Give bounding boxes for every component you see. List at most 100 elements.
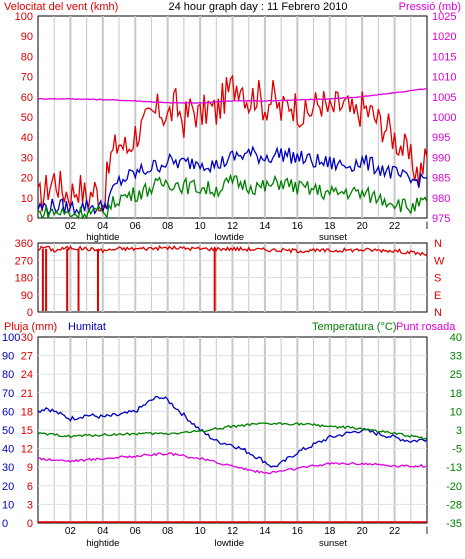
x-tick-label: 02 — [65, 526, 77, 537]
y-right-tick-label: 1025 — [432, 11, 456, 23]
y-right-tick-label: 1010 — [432, 72, 456, 84]
wind-pressure-panel: 0102030405060708090100975980985990995100… — [15, 11, 457, 243]
y-right-tick-label: -20 — [446, 481, 462, 493]
temperature-axis-title: Temperatura (°C) — [312, 321, 396, 333]
graph-title: 24 hour graph day : 11 Febrero 2010 — [169, 1, 348, 13]
y-humidity-tick-label: 0 — [2, 518, 8, 530]
wind-axis-title: Velocitat del vent (kmh) — [4, 1, 118, 13]
y-rain-tick-label: 9 — [27, 462, 33, 474]
x-tick-label: 04 — [97, 221, 109, 232]
y-left-tick-label: 40 — [21, 132, 33, 144]
y-humidity-tick-label: 60 — [2, 406, 14, 418]
y-left-tick-label: 90 — [21, 290, 33, 302]
x-tick-label: 04 — [97, 526, 109, 537]
dewpoint-axis-title: Punt rosada — [396, 321, 456, 333]
y-left-tick-label: 10 — [21, 193, 33, 205]
x-tick-label: 14 — [259, 526, 271, 537]
y-rain-tick-label: 21 — [21, 388, 33, 400]
y-left-tick-label: 180 — [15, 273, 33, 285]
y-right-tick-label: 995 — [432, 132, 450, 144]
y-right-tick-label: 25 — [450, 369, 462, 381]
x-tick-label: 16 — [292, 526, 304, 537]
x-annotation-label: hightide — [86, 538, 119, 549]
humidity-axis-title: Humitat — [68, 321, 106, 333]
y-rain-tick-label: 27 — [21, 351, 33, 363]
x-tick-label: 12 — [227, 221, 239, 232]
x-annotation-label: sunset — [319, 232, 347, 243]
x-annotation-label: sunset — [319, 538, 347, 549]
y-humidity-tick-label: 30 — [2, 462, 14, 474]
y-right-tick-label: 1015 — [432, 51, 456, 63]
y-rain-tick-label: 0 — [27, 518, 33, 530]
y-right-tick-label: N — [434, 238, 442, 250]
x-tick-label: 16 — [292, 221, 304, 232]
y-right-tick-label: 975 — [432, 213, 450, 225]
x-tick-label: 22 — [389, 221, 401, 232]
x-tick-label: 06 — [130, 221, 142, 232]
y-right-tick-label: -28 — [446, 499, 462, 511]
y-right-tick-label: S — [434, 273, 441, 285]
y-right-tick-label: 18 — [450, 388, 462, 400]
y-humidity-tick-label: 50 — [2, 425, 14, 437]
y-left-tick-label: 70 — [21, 72, 33, 84]
y-left-tick-label: 90 — [21, 31, 33, 43]
y-left-tick-label: 270 — [15, 255, 33, 267]
x-annotation-label: lowtide — [214, 538, 244, 549]
y-right-tick-label: 980 — [432, 193, 450, 205]
x-tick-label: 02 — [65, 221, 77, 232]
series-line-direction — [38, 244, 428, 257]
x-tick-label: 10 — [195, 221, 207, 232]
y-left-tick-label: 360 — [15, 238, 33, 250]
x-tick-label: 20 — [357, 221, 369, 232]
x-tick-label: l — [426, 526, 428, 537]
y-rain-tick-label: 12 — [21, 444, 33, 456]
y-right-tick-label: 10 — [450, 406, 462, 418]
y-rain-tick-label: 18 — [21, 406, 33, 418]
y-rain-tick-label: 30 — [21, 332, 33, 344]
y-left-tick-label: 30 — [21, 152, 33, 164]
x-tick-label: 08 — [162, 221, 174, 232]
y-right-tick-label: -35 — [446, 518, 462, 530]
y-right-tick-label: 1000 — [432, 112, 456, 124]
y-left-tick-label: 50 — [21, 112, 33, 124]
y-rain-tick-label: 15 — [21, 425, 33, 437]
y-rain-tick-label: 24 — [21, 369, 33, 381]
x-annotation-label: hightide — [86, 232, 119, 243]
rain-axis-title: Pluja (mm) — [4, 321, 57, 333]
y-right-tick-label: -5 — [452, 444, 462, 456]
x-tick-label: l — [426, 221, 428, 232]
y-humidity-tick-label: 40 — [2, 444, 14, 456]
series-line-dewpoint — [37, 452, 428, 475]
pressure-axis-title: Pressió (mb) — [399, 1, 461, 13]
y-right-tick-label: N — [434, 307, 442, 319]
y-rain-tick-label: 3 — [27, 499, 33, 511]
y-right-tick-label: 1005 — [432, 92, 456, 104]
x-tick-label: 06 — [130, 526, 142, 537]
series-line-pressure — [37, 88, 428, 104]
y-humidity-tick-label: 80 — [2, 369, 14, 381]
y-left-tick-label: 80 — [21, 51, 33, 63]
x-tick-label: 22 — [389, 526, 401, 537]
humidity-temperature-panel: 0102030405060708090100036912151821242730… — [2, 332, 462, 549]
y-humidity-tick-label: 10 — [2, 499, 14, 511]
y-left-tick-label: 0 — [27, 307, 33, 319]
y-left-tick-label: 60 — [21, 92, 33, 104]
y-right-tick-label: -13 — [446, 462, 462, 474]
y-right-tick-label: 985 — [432, 173, 450, 185]
y-humidity-tick-label: 90 — [2, 351, 14, 363]
y-humidity-tick-label: 70 — [2, 388, 14, 400]
y-right-tick-label: W — [434, 255, 445, 267]
y-right-tick-label: 990 — [432, 152, 450, 164]
series-line-low_wind — [37, 173, 428, 220]
x-annotation-label: lowtide — [214, 232, 244, 243]
x-tick-label: 18 — [324, 221, 336, 232]
x-tick-label: 18 — [324, 526, 336, 537]
y-humidity-tick-label: 20 — [2, 481, 14, 493]
x-tick-label: 20 — [357, 526, 369, 537]
x-tick-label: 08 — [162, 526, 174, 537]
y-right-tick-label: 1020 — [432, 31, 456, 43]
x-tick-label: 10 — [195, 526, 207, 537]
series-line-wind — [37, 74, 428, 212]
y-right-tick-label: 33 — [450, 351, 462, 363]
